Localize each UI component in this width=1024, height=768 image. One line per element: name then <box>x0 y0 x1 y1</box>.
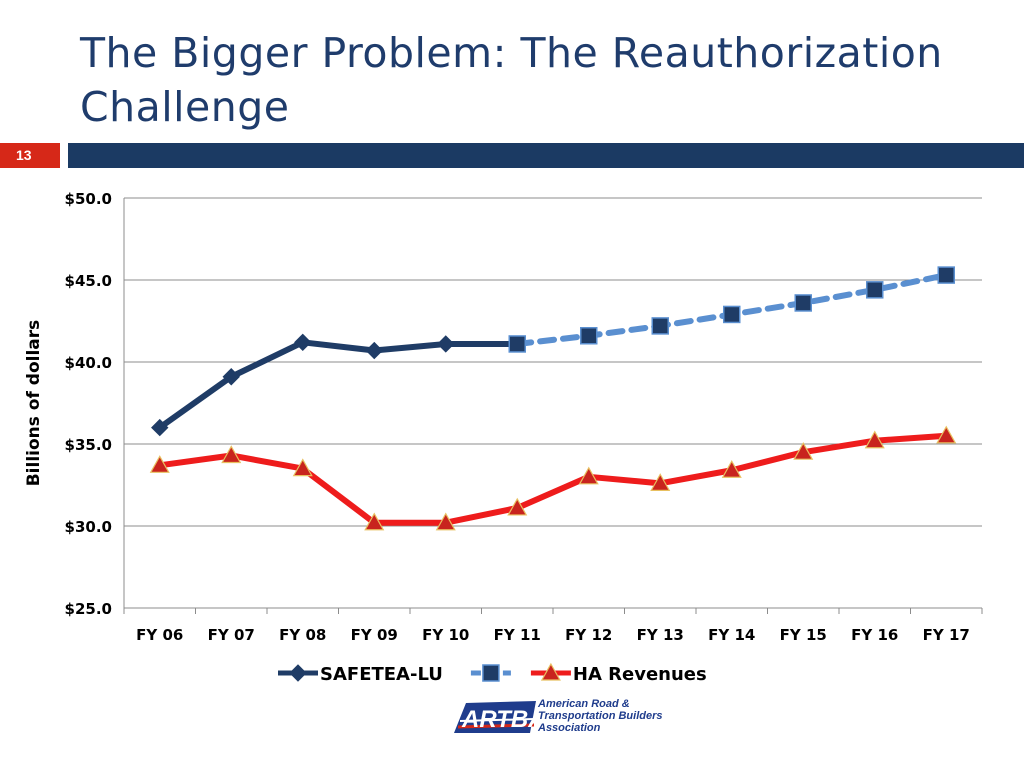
x-tick-label: FY 06 <box>136 626 183 644</box>
data-point <box>793 441 814 460</box>
legend-label: SAFETEA-LU <box>320 664 443 685</box>
logo-text-line: Transportation Builders <box>538 710 663 722</box>
slide-number: 13 <box>0 143 60 168</box>
y-tick-label: $30.0 <box>65 518 112 536</box>
x-tick-label: FY 17 <box>923 626 970 644</box>
data-point <box>437 335 455 353</box>
data-point <box>435 512 456 531</box>
data-point <box>221 445 242 464</box>
data-point <box>507 497 528 516</box>
series-line <box>156 339 521 431</box>
y-tick-label: $25.0 <box>65 600 112 618</box>
y-axis-label: Billions of dollars <box>24 320 44 487</box>
artba-logo: ARTBA <box>454 701 546 733</box>
x-tick-label: FY 07 <box>208 626 255 644</box>
data-point <box>149 455 170 473</box>
data-point <box>294 333 312 352</box>
y-tick-label: $35.0 <box>65 436 112 454</box>
data-point <box>508 335 526 353</box>
x-tick-label: FY 11 <box>494 626 541 644</box>
data-point <box>723 305 741 324</box>
x-tick-label: FY 15 <box>780 626 827 644</box>
data-point <box>794 294 812 312</box>
series-line <box>156 432 950 526</box>
data-point <box>721 460 742 478</box>
y-tick-label: $45.0 <box>65 272 112 290</box>
y-tick-label: $40.0 <box>65 354 112 372</box>
logo-text-line: Association <box>538 722 601 734</box>
legend-label: HA Revenues <box>573 664 707 685</box>
data-point <box>365 341 383 360</box>
data-point <box>292 458 313 477</box>
data-point <box>364 512 385 531</box>
x-tick-label: FY 09 <box>351 626 398 644</box>
data-point <box>937 266 955 284</box>
data-point <box>866 281 884 299</box>
data-point <box>580 327 598 345</box>
data-point <box>650 473 671 491</box>
data-point <box>651 317 669 335</box>
data-point <box>864 430 885 449</box>
y-tick-label: $50.0 <box>65 190 112 208</box>
data-point <box>222 368 240 386</box>
x-tick-label: FY 13 <box>637 626 684 644</box>
logo-mark: ARTBA <box>461 706 546 733</box>
x-tick-label: FY 16 <box>851 626 898 644</box>
slide-title: The Bigger Problem: The Reauthorization … <box>80 29 943 131</box>
data-point <box>151 418 169 437</box>
x-tick-label: FY 10 <box>422 626 469 644</box>
header-bar <box>68 143 1024 168</box>
logo-text: American Road & Transportation Builders … <box>538 698 662 734</box>
data-point <box>936 425 957 444</box>
data-point <box>578 466 599 485</box>
x-tick-label: FY 12 <box>565 626 612 644</box>
data-point <box>540 662 561 681</box>
x-tick-label: FY 14 <box>708 626 755 644</box>
x-tick-label: FY 08 <box>279 626 326 644</box>
logo-text-line: American Road & <box>538 698 630 710</box>
data-point <box>289 664 307 682</box>
data-point <box>482 664 500 682</box>
